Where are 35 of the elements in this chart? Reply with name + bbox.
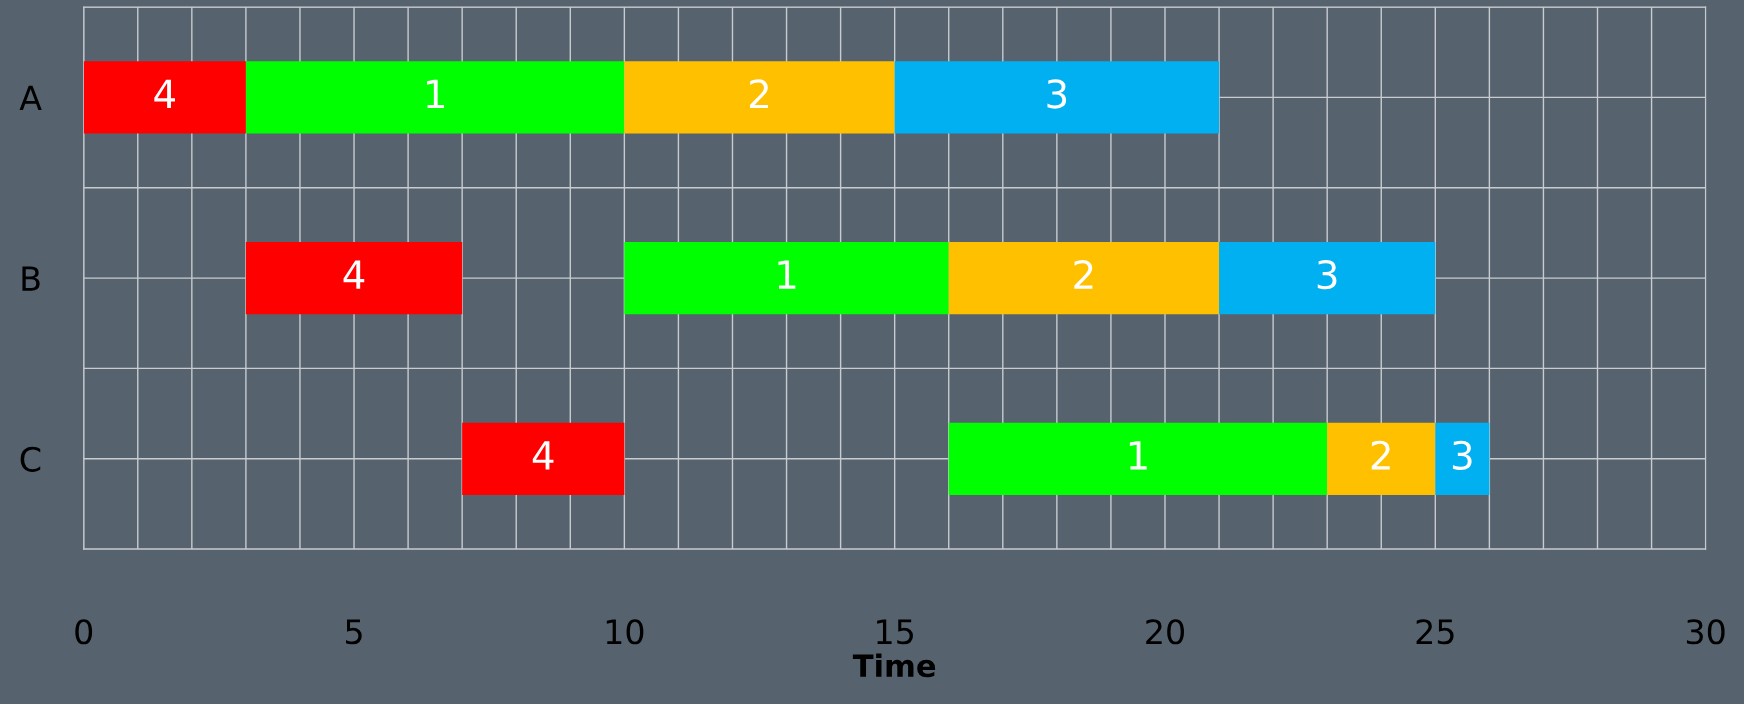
series-label: 3	[1452, 440, 1472, 471]
text: 1	[1129, 441, 1147, 470]
x-tick-label: 0	[75, 619, 93, 645]
x-tick-label: 10	[606, 619, 644, 645]
text: 4	[532, 441, 554, 470]
bar	[894, 61, 1220, 134]
bar	[948, 422, 1328, 495]
text: 4	[154, 79, 175, 109]
bar	[1219, 241, 1436, 315]
bar	[948, 241, 1220, 315]
text: 2	[1074, 259, 1093, 289]
text: 3	[1047, 79, 1067, 109]
bar	[1435, 422, 1490, 495]
y-tick-label: A	[19, 85, 42, 111]
series-label: 1	[778, 260, 796, 289]
bar	[83, 61, 246, 134]
x-tick-label: 5	[346, 619, 362, 645]
x-tick-label: 15	[877, 619, 913, 645]
bar	[624, 241, 949, 315]
bar	[245, 61, 625, 134]
text: 2	[1371, 440, 1390, 470]
series-label: 2	[749, 79, 768, 109]
x-tick-label: 25	[1416, 619, 1454, 645]
bar	[245, 241, 463, 315]
text: 3	[1317, 259, 1337, 290]
series-label: 4	[343, 260, 365, 289]
x-tick-label: 30	[1686, 619, 1725, 645]
x-tick-label: 20	[1146, 619, 1184, 645]
y-tick-label: B	[22, 266, 40, 291]
x-axis-title: Time	[852, 653, 936, 678]
text: 1	[427, 79, 444, 109]
bar	[624, 61, 895, 134]
bar	[462, 422, 625, 495]
bar	[1327, 422, 1436, 495]
y-tick-label: C	[20, 446, 41, 472]
